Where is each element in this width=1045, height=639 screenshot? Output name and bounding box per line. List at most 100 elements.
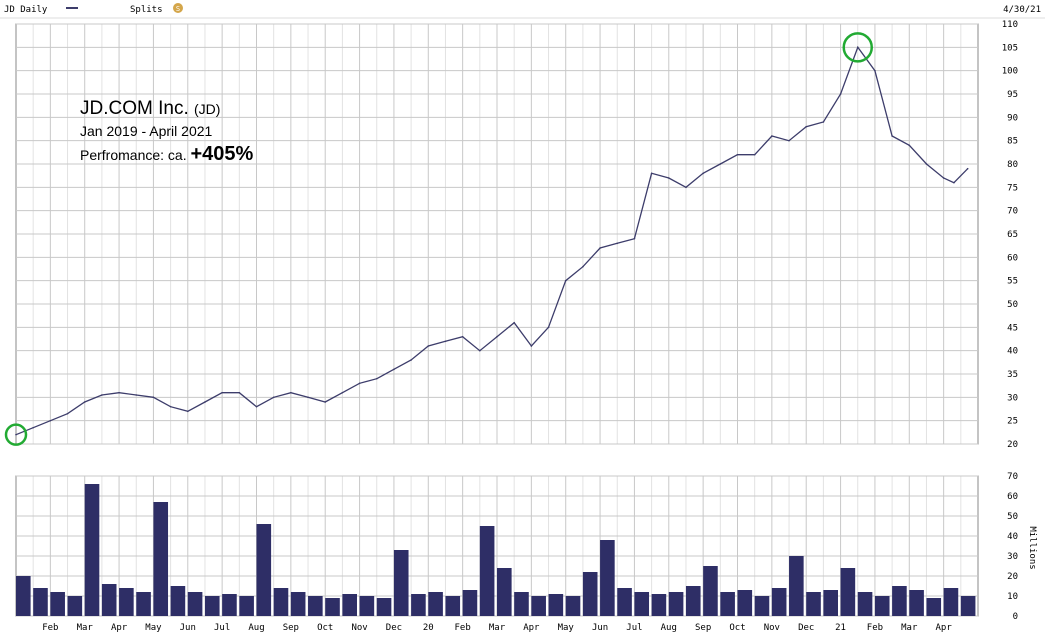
volume-bar [634, 592, 650, 616]
volume-bar [84, 484, 100, 616]
performance-line: Perfromance: ca. +405% [80, 141, 253, 168]
x-tick-label: Feb [42, 623, 58, 633]
price-point [771, 135, 773, 137]
volume-bar [874, 596, 890, 616]
price-point [966, 167, 969, 170]
price-point [908, 144, 911, 147]
volume-bar [187, 592, 203, 616]
volume-bar [720, 592, 735, 616]
price-tick-label: 95 [1007, 90, 1018, 100]
volume-bar [789, 556, 804, 616]
price-tick-label: 30 [1007, 393, 1018, 403]
price-tick-label: 25 [1007, 417, 1018, 427]
performance-value: +405% [190, 143, 254, 165]
price-point [324, 401, 327, 403]
price-point [341, 391, 344, 394]
price-tick-label: 80 [1007, 160, 1018, 170]
volume-bar [290, 592, 306, 616]
x-tick-label: Nov [764, 623, 780, 633]
volume-tick-label: 10 [1007, 592, 1018, 602]
price-tick-label: 60 [1007, 253, 1018, 263]
volume-bar [531, 596, 546, 616]
volume-bar [960, 596, 976, 616]
x-tick-label: Oct [317, 623, 333, 633]
price-point [719, 163, 722, 165]
volume-bar [840, 568, 856, 616]
volume-tick-label: 30 [1007, 552, 1018, 562]
price-point [290, 391, 292, 394]
volume-bar [428, 592, 443, 616]
x-tick-label: Aug [661, 623, 677, 633]
price-point [856, 46, 859, 49]
price-point [427, 345, 430, 347]
volume-bar [771, 588, 787, 616]
x-tick-label: Apr [111, 623, 128, 633]
price-point [839, 93, 842, 95]
volume-bar [668, 592, 684, 616]
price-tick-label: 55 [1007, 277, 1018, 287]
x-tick-label: Feb [455, 623, 471, 633]
price-point [599, 247, 601, 249]
price-tick-label: 35 [1007, 370, 1018, 380]
x-tick-label: Sep [283, 623, 299, 633]
volume-bar [376, 598, 392, 616]
volume-bar [497, 568, 512, 616]
price-point [547, 326, 550, 329]
volume-bar [548, 594, 564, 616]
price-tick-label: 75 [1007, 183, 1018, 193]
company-name: JD.COM Inc. [80, 98, 189, 119]
price-point [15, 433, 17, 436]
splits-label: Splits [130, 5, 163, 15]
volume-bar [170, 586, 186, 616]
price-point [118, 391, 120, 394]
price-point [358, 382, 361, 385]
price-point [307, 396, 309, 399]
header-date: 4/30/21 [1003, 5, 1041, 15]
x-tick-label: Mar [489, 623, 506, 633]
start-marker-circle [4, 423, 28, 446]
volume-tick-label: 20 [1007, 572, 1018, 582]
volume-bar [50, 592, 65, 616]
price-point [736, 153, 739, 156]
volume-bar [943, 588, 959, 616]
x-tick-label: 20 [423, 623, 434, 633]
price-tick-label: 85 [1007, 137, 1018, 147]
price-point [479, 349, 481, 352]
volume-bar [136, 592, 151, 616]
volume-bar [273, 588, 289, 616]
volume-bar [737, 590, 753, 616]
volume-tick-label: 70 [1007, 472, 1018, 482]
performance-label: Perfromance: ca. [80, 147, 187, 163]
price-point [49, 419, 52, 422]
price-point [822, 121, 825, 123]
volume-bar [239, 596, 254, 616]
volume-bar [325, 598, 340, 616]
volume-bar [600, 540, 615, 616]
volume-bar [685, 586, 701, 616]
x-tick-label: Dec [798, 623, 814, 633]
x-tick-label: Apr [523, 623, 540, 633]
volume-bar [67, 596, 83, 616]
volume-bar [119, 588, 134, 616]
price-tick-label: 110 [1002, 20, 1018, 30]
price-tick-label: 20 [1007, 440, 1018, 450]
volume-bar [617, 588, 632, 616]
x-tick-label: Jun [592, 623, 608, 633]
price-point [152, 396, 155, 399]
period-label: Jan 2019 - April 2021 [80, 123, 213, 139]
volume-bar [393, 550, 409, 616]
volume-bar [703, 566, 718, 616]
volume-bar [754, 596, 770, 616]
price-point [255, 405, 258, 408]
volume-bar [101, 584, 117, 616]
price-point [685, 186, 687, 189]
price-point [942, 177, 945, 179]
volume-bar [926, 598, 942, 616]
volume-bar [33, 588, 48, 616]
price-tick-label: 45 [1007, 323, 1018, 333]
price-point [633, 237, 636, 240]
volume-bar [806, 592, 821, 616]
x-tick-label: Jul [214, 623, 230, 633]
